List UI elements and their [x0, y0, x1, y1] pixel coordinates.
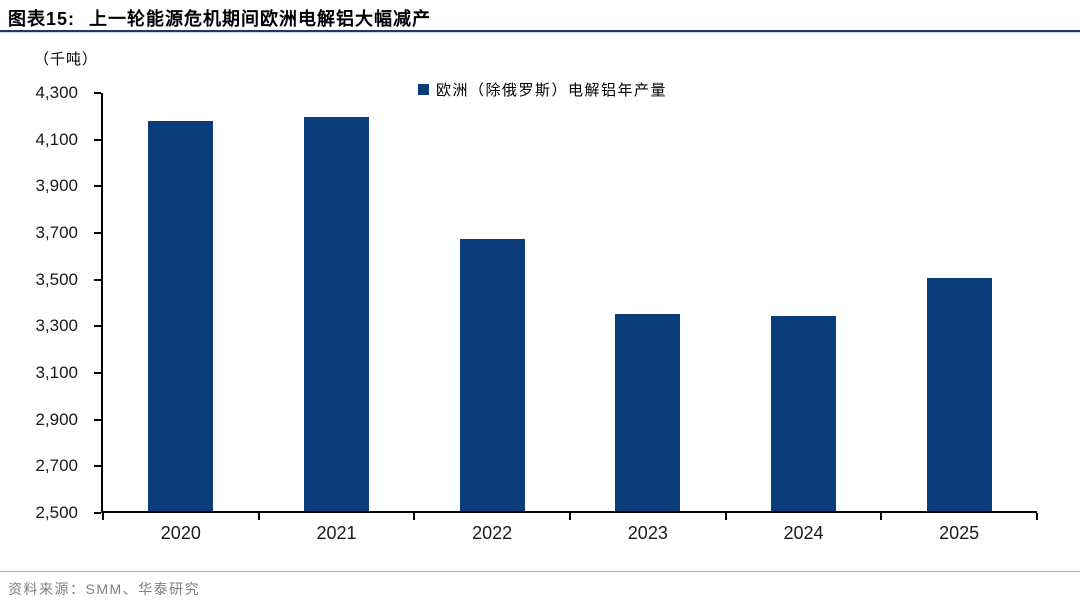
source-label: 资料来源： [8, 581, 86, 597]
x-axis-tick [257, 513, 260, 520]
y-axis-tick [94, 185, 101, 188]
y-axis-tick [94, 512, 101, 514]
bar-2024 [771, 316, 836, 511]
source-note: 资料来源：SMM、华泰研究 [8, 579, 200, 599]
bar-2023 [615, 313, 681, 511]
y-axis-tick [94, 418, 101, 421]
y-axis-tick-label: 4,100 [35, 129, 78, 149]
x-axis-label-2024: 2024 [783, 523, 824, 543]
legend-swatch-icon [418, 84, 429, 95]
y-axis-tick-label: 2,900 [35, 409, 78, 429]
bar-2022 [459, 239, 525, 511]
y-axis-tick-label: 3,100 [35, 363, 78, 382]
figure-title-text: 上一轮能源危机期间欧洲电解铝大幅减产 [89, 9, 432, 29]
plot-area: 4,300 4,100 3,900 3,700 3,500 3,300 3,100 2,900… [35, 84, 1038, 543]
x-axis-tick [880, 513, 883, 520]
x-axis-tick [569, 513, 571, 520]
source-text: SMM、华泰研究 [85, 581, 201, 597]
x-axis-tick [413, 513, 416, 520]
y-axis-unit-label: （千吨） [34, 51, 99, 68]
x-axis-label-2020: 2020 [160, 523, 201, 543]
footer-divider [0, 571, 1080, 572]
y-axis-tick-label: 3,300 [35, 316, 78, 336]
y-axis-tick-label: 2,700 [35, 456, 78, 476]
legend: 欧洲（除俄罗斯）电解铝年产量 [418, 79, 667, 100]
y-axis-tick-label: 3,900 [35, 176, 78, 196]
y-axis-tick [94, 372, 101, 374]
y-axis-tick-label: 3,700 [35, 223, 78, 242]
figure-number-label: 图表15: [8, 9, 76, 29]
x-axis-label-2023: 2023 [627, 523, 668, 543]
y-axis-tick [94, 465, 101, 468]
x-axis-tick [102, 513, 104, 520]
y-axis-tick [94, 138, 101, 141]
x-axis-label-2022: 2022 [472, 523, 513, 543]
x-axis-label-2025: 2025 [939, 523, 980, 543]
y-axis-tick [94, 278, 101, 281]
y-axis-tick-label: 3,500 [35, 269, 78, 289]
bar-2025 [926, 277, 992, 511]
y-axis-tick [94, 92, 101, 94]
bar-2021 [304, 116, 369, 511]
bar-2020 [148, 121, 214, 511]
y-axis-tick [94, 325, 101, 328]
y-axis-tick-label: 2,500 [35, 503, 78, 522]
figure-title: 图表15: 上一轮能源危机期间欧洲电解铝大幅减产 [8, 5, 431, 31]
x-axis-label-2021: 2021 [316, 523, 357, 543]
y-axis-tick-label: 4,300 [35, 83, 78, 102]
x-axis-tick [724, 513, 727, 520]
y-axis-tick [94, 232, 101, 234]
legend-label: 欧洲（除俄罗斯）电解铝年产量 [436, 82, 668, 99]
title-divider [0, 30, 1080, 33]
x-axis-tick [1036, 513, 1038, 520]
